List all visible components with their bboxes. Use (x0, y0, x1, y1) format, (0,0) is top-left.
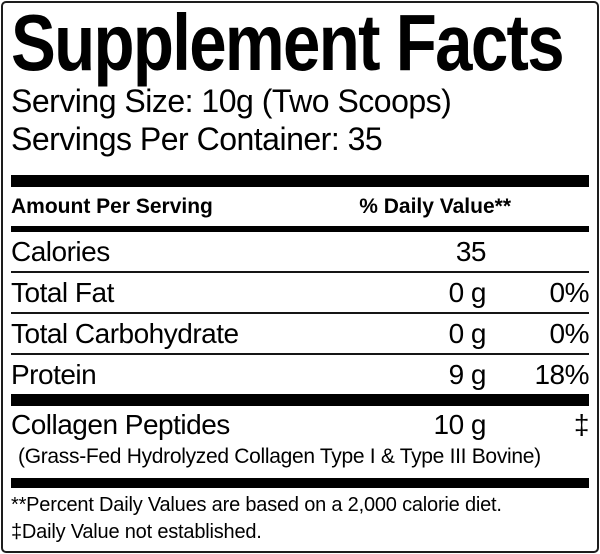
nutrient-amount: 0 g (448, 317, 487, 349)
nutrient-row-calories: Calories 35 (11, 232, 589, 271)
thin-divider (11, 353, 589, 355)
thick-divider-top (11, 175, 589, 187)
nutrient-amount: 0 g (448, 276, 487, 308)
supplement-row-collagen-peptides: Collagen Peptides 10 g ‡ (11, 406, 590, 444)
medium-divider-under-header (11, 226, 589, 232)
nutrient-row-total-fat: Total Fat 0 g 0% (11, 273, 590, 312)
nutrient-name: Total Carbohydrate (11, 317, 239, 349)
supplement-amount: 10 g (433, 409, 487, 440)
footnotes: **Percent Daily Values are based on a 2,… (11, 492, 589, 546)
thin-divider (11, 271, 589, 273)
footnote-not-established: ‡Daily Value not established. (11, 521, 262, 543)
footnote-daily-values: **Percent Daily Values are based on a 2,… (11, 494, 502, 516)
servings-per-container-text: Servings Per Container: 35 (11, 121, 383, 157)
table-header-row: Amount Per Serving % Daily Value** (11, 187, 589, 226)
nutrient-amount: 35 (455, 235, 487, 267)
nutrient-daily-value: 18% (534, 358, 589, 390)
serving-size-text: Serving Size: 10g (Two Scoops) (11, 83, 452, 119)
daily-value-header: % Daily Value** (359, 194, 511, 218)
supplement-description: (Grass-Fed Hydrolyzed Collagen Type I & … (18, 445, 541, 468)
nutrient-row-protein: Protein 9 g 18% (11, 355, 590, 394)
supplement-daily-value: ‡ (573, 409, 590, 440)
thin-divider (11, 312, 589, 314)
thick-divider-middle (11, 394, 589, 406)
nutrient-row-total-carbohydrate: Total Carbohydrate 0 g 0% (11, 314, 590, 353)
supplement-name: Collagen Peptides (11, 409, 230, 440)
nutrient-name: Calories (11, 235, 110, 267)
thick-divider-bottom (11, 478, 589, 488)
amount-per-serving-header: Amount Per Serving (11, 194, 213, 218)
label-title: Supplement Facts (11, 1, 565, 87)
nutrient-name: Protein (11, 358, 97, 390)
nutrient-name: Total Fat (11, 276, 114, 308)
nutrient-amount: 9 g (448, 358, 487, 390)
nutrient-daily-value: 0% (549, 317, 590, 349)
nutrient-daily-value: 0% (549, 276, 590, 308)
